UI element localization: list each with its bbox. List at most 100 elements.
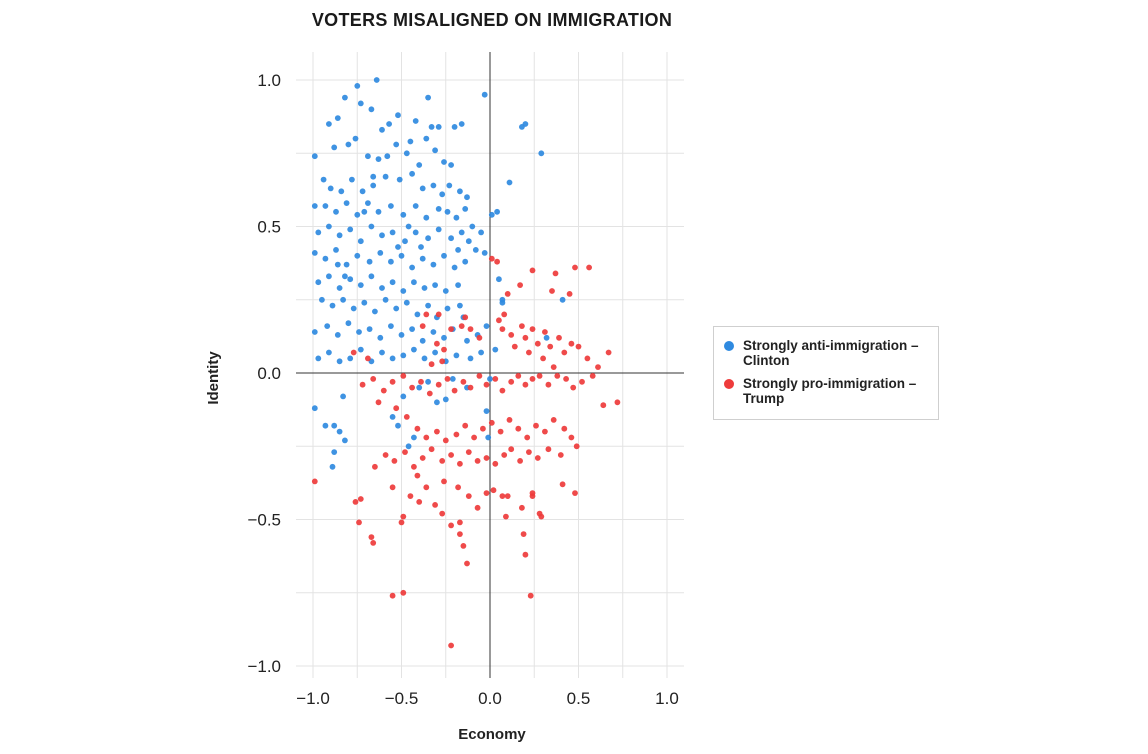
data-point (343, 200, 350, 207)
data-point (428, 361, 435, 368)
data-point (458, 229, 465, 236)
data-point (359, 188, 366, 195)
data-point (411, 279, 417, 286)
data-point (559, 296, 566, 303)
data-point (534, 455, 541, 461)
data-point (365, 355, 371, 362)
data-point (411, 463, 417, 470)
data-point (329, 463, 336, 470)
data-point (326, 121, 332, 127)
data-point (550, 417, 557, 423)
data-point (333, 247, 339, 253)
data-point (453, 214, 460, 221)
data-point (336, 232, 343, 239)
data-point (421, 355, 428, 362)
data-point (451, 124, 458, 130)
data-point (435, 311, 442, 318)
data-point (372, 308, 378, 315)
y-tick-label: −0.5 (247, 511, 281, 530)
data-point (441, 346, 447, 353)
data-point (419, 255, 426, 262)
legend-label-clinton: Strongly anti-immigration – Clinton (743, 338, 919, 368)
data-point (515, 425, 522, 432)
data-point (425, 235, 431, 242)
data-point (572, 490, 578, 496)
data-point (418, 378, 424, 385)
data-point (457, 531, 463, 537)
data-point (421, 285, 428, 291)
data-point (465, 449, 472, 455)
data-point (455, 247, 461, 253)
data-point (444, 305, 451, 312)
data-point (400, 288, 407, 294)
data-point (542, 329, 548, 335)
data-point (506, 417, 513, 423)
data-point (372, 463, 378, 470)
data-point (428, 446, 435, 453)
tick-labels: −1.0 −0.5 0.0 0.5 1.0 −1.0 −0.5 0.0 0.5 1.0 (247, 71, 678, 708)
data-point (370, 376, 377, 382)
data-point (457, 460, 463, 467)
data-point (336, 428, 343, 435)
data-point (347, 355, 354, 362)
data-point (389, 229, 396, 236)
x-tick-label: 0.5 (567, 689, 591, 708)
series-0 (311, 77, 566, 470)
data-point (361, 299, 368, 306)
data-point (403, 299, 410, 306)
data-point (471, 434, 477, 441)
data-point (423, 484, 430, 491)
data-point (407, 138, 414, 145)
data-point (375, 208, 382, 215)
data-point (462, 206, 469, 212)
data-point (559, 481, 566, 488)
data-point (409, 264, 415, 271)
data-point (605, 349, 612, 356)
data-point (467, 326, 474, 332)
data-point (434, 428, 440, 435)
y-tick-label: 0.5 (257, 218, 281, 237)
data-point (469, 223, 476, 230)
x-axis-label: Economy (458, 726, 526, 743)
data-point (435, 381, 442, 388)
data-point (494, 258, 500, 265)
data-point (464, 560, 470, 567)
data-point (400, 211, 407, 218)
data-point (472, 247, 479, 253)
data-point (402, 238, 408, 245)
data-point (409, 326, 415, 332)
data-point (589, 373, 596, 379)
data-point (573, 443, 580, 450)
data-point (400, 589, 407, 596)
y-tick-label: 0.0 (257, 364, 281, 383)
data-point (533, 422, 539, 429)
data-point (419, 337, 426, 344)
data-point (361, 208, 368, 215)
data-point (432, 349, 438, 356)
data-point (315, 355, 322, 362)
data-point (409, 384, 415, 391)
data-point (357, 282, 364, 288)
data-point (480, 425, 486, 432)
data-point (414, 311, 421, 318)
data-point (556, 334, 562, 341)
data-point (388, 203, 394, 209)
data-point (324, 323, 331, 329)
data-point (356, 519, 362, 526)
data-point (434, 399, 440, 406)
data-point (423, 135, 430, 142)
data-point (333, 208, 339, 215)
data-point (430, 261, 437, 268)
data-point (451, 264, 458, 271)
data-point (311, 153, 318, 160)
data-point (315, 279, 322, 286)
data-point (488, 211, 495, 218)
data-point (499, 299, 506, 306)
data-point (494, 208, 500, 215)
data-point (543, 334, 550, 341)
data-point (416, 384, 423, 391)
data-point (379, 126, 385, 133)
data-point (322, 203, 329, 209)
data-point (441, 159, 447, 165)
data-point (311, 250, 318, 256)
